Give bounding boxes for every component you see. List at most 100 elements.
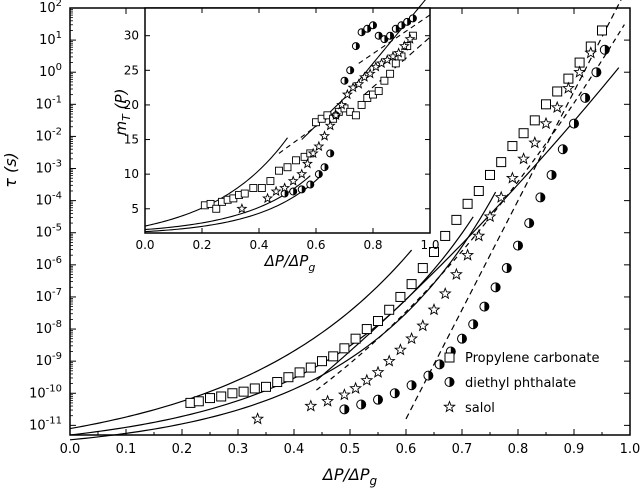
inset-y-axis-label-rest: (P) — [112, 89, 130, 115]
inset-point-open-square — [380, 76, 389, 85]
main-point-open-star — [304, 399, 318, 412]
main-point-half-filled-circle-fill — [562, 144, 568, 154]
main-series-salol — [251, 46, 598, 425]
main-y-axis-label: τ (s) — [1, 152, 20, 188]
main-point-open-square — [328, 351, 339, 362]
inset-axis-ticks: 0.0 0.2 0.4 0.6 0.8 1.0 5 10 15 20 25 30 — [124, 8, 440, 252]
inset-point-half-filled-circle — [306, 180, 315, 189]
inset-point-open-square — [212, 204, 221, 213]
inset-point-half-filled-circle-fill — [318, 170, 323, 178]
main-y-tick-label: 100 — [39, 62, 62, 80]
main-fit-pc-low — [69, 249, 413, 430]
main-point-half-filled-circle — [434, 359, 445, 370]
inset-point-open-square — [357, 100, 366, 109]
main-point-half-filled-circle-fill — [604, 45, 610, 55]
main-point-half-filled-circle-fill — [518, 241, 523, 251]
main-point-open-star — [449, 267, 463, 280]
inset-point-open-star — [270, 185, 282, 197]
inset-point-open-star — [296, 168, 308, 179]
main-axis-ticks: 0.0 0.1 0.2 0.3 0.4 0.5 0.6 0.7 0.8 0.9 1.0 10-11 10… — [29, 0, 640, 457]
inset-point-half-filled-circle — [280, 189, 289, 198]
main-point-half-filled-circle — [479, 301, 490, 312]
main-point-open-square — [496, 157, 507, 168]
main-point-open-star — [349, 381, 363, 394]
main-x-tick-label: 0.1 — [116, 442, 137, 457]
main-y-tick-label: 10-10 — [29, 383, 62, 401]
main-point-open-square — [462, 198, 473, 209]
main-y-tick-label: 101 — [39, 30, 62, 48]
main-x-axis-label-text: ΔP/ΔP — [321, 465, 370, 484]
main-point-half-filled-circle-fill — [361, 400, 366, 410]
main-fit-pc-high — [316, 67, 620, 381]
legend-symbol-half-filled-circle — [444, 377, 455, 387]
inset-point-open-star — [279, 182, 291, 193]
main-point-half-filled-circle — [569, 118, 579, 129]
inset-series-diethyl-phthalate — [280, 14, 417, 198]
main-point-open-square — [518, 128, 529, 139]
inset-point-open-star — [364, 67, 376, 79]
inset-point-open-star — [236, 202, 248, 214]
inset-point-half-filled-circle — [408, 14, 417, 23]
inset-point-half-filled-circle — [369, 21, 377, 30]
inset-point-open-square — [249, 184, 258, 192]
inset-x-tick-label: 0.6 — [306, 238, 325, 252]
inset-point-open-star — [398, 40, 410, 51]
inset-data-points — [200, 14, 417, 214]
main-point-open-square — [552, 86, 563, 97]
main-point-open-star — [517, 152, 531, 165]
main-point-open-square — [272, 377, 283, 388]
main-point-half-filled-circle — [524, 218, 535, 229]
main-point-half-filled-circle-fill — [439, 359, 445, 369]
main-point-open-star — [573, 65, 587, 78]
inset-y-tick-label: 15 — [124, 133, 139, 147]
main-point-open-star — [461, 248, 475, 261]
inset-point-open-star — [319, 130, 331, 141]
main-point-open-star — [584, 46, 598, 59]
main-point-half-filled-circle — [468, 319, 479, 330]
main-fit-dep-low — [69, 191, 497, 441]
main-point-open-square — [529, 115, 540, 126]
main-point-half-filled-circle-fill — [411, 380, 417, 390]
legend-star-marker — [443, 400, 456, 413]
main-point-half-filled-circle — [423, 370, 434, 381]
inset-point-open-square — [266, 177, 275, 186]
main-point-half-filled-circle — [591, 67, 602, 78]
legend-half-circle-marker — [444, 377, 455, 387]
main-point-open-square — [429, 247, 439, 257]
main-point-open-star — [251, 412, 265, 425]
main-point-half-filled-circle — [501, 263, 512, 274]
main-point-open-square — [238, 386, 249, 397]
inset-point-open-star — [313, 140, 325, 152]
main-point-open-star — [360, 373, 374, 386]
inset-point-open-square — [292, 156, 300, 165]
main-x-tick-label: 0.4 — [284, 442, 305, 457]
legend-label-salol: salol — [465, 401, 495, 416]
main-point-half-filled-circle-fill — [428, 371, 433, 381]
inset-point-half-filled-circle — [386, 31, 395, 40]
main-y-tick-label: 10-1 — [35, 94, 62, 112]
inset-y-axis-label: mT (P) — [112, 89, 133, 136]
main-point-open-square — [193, 396, 204, 407]
main-point-open-star — [550, 100, 564, 114]
inset-point-half-filled-circle — [346, 66, 355, 75]
main-y-tick-label: 102 — [39, 0, 62, 16]
main-point-open-square — [283, 372, 294, 383]
inset-x-tick-label: 1.0 — [420, 238, 439, 252]
main-point-open-star — [393, 343, 407, 356]
inset-point-half-filled-circle — [397, 21, 406, 30]
main-point-half-filled-circle — [557, 144, 568, 155]
inset-point-half-filled-circle — [403, 17, 412, 26]
legend-symbol-open-star — [443, 400, 456, 413]
inset-point-open-star — [393, 47, 405, 58]
main-point-half-filled-circle-fill — [394, 388, 400, 398]
main-point-half-filled-circle — [599, 44, 610, 55]
inset-point-open-star — [404, 33, 416, 44]
inset-fit-dep-low — [144, 174, 323, 233]
legend-item-diethyl-phthalate: diethyl phthalate — [444, 376, 576, 391]
inset-point-open-square — [391, 59, 400, 68]
main-point-half-filled-circle — [389, 388, 400, 399]
inset-fit-pc-low — [144, 137, 288, 227]
main-point-open-square — [339, 343, 350, 354]
main-point-open-square — [597, 25, 607, 36]
main-point-open-square — [406, 279, 417, 290]
